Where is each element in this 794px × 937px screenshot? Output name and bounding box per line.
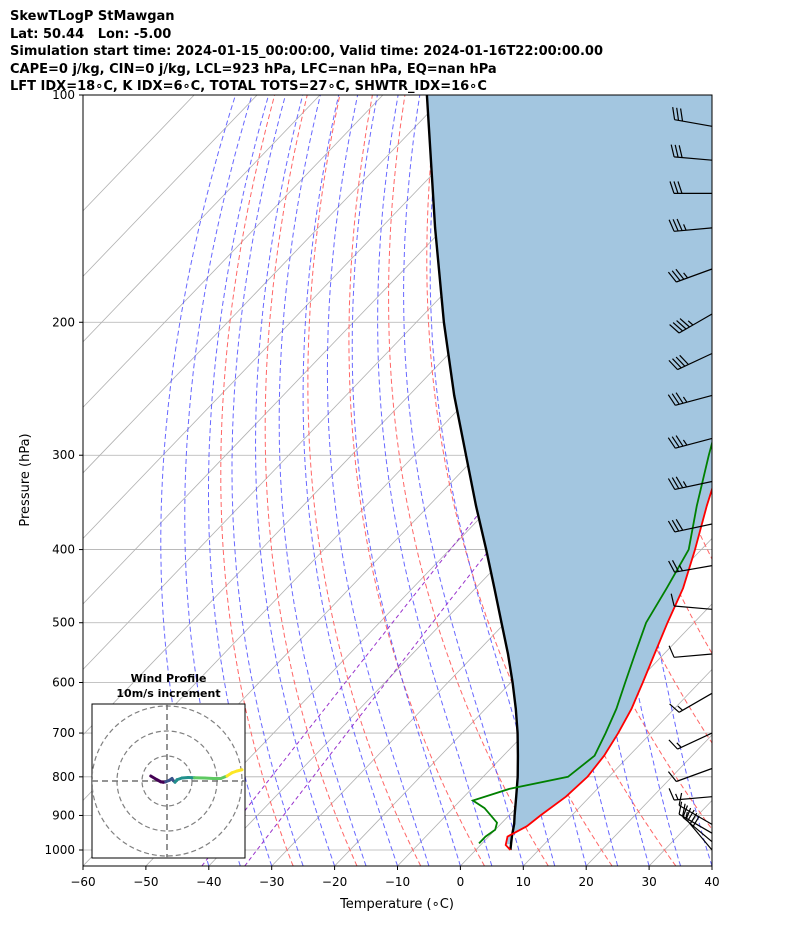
wind-barb [669, 313, 713, 334]
wind-barb [682, 805, 713, 843]
y-axis-label: Pressure (hPa) [18, 433, 33, 526]
moist-adiabat [160, 95, 236, 866]
wind-barb [668, 352, 713, 371]
moist-adiabat [208, 95, 273, 866]
x-tick-label: −20 [322, 875, 347, 889]
wind-barb [668, 218, 713, 232]
moist-adiabat [377, 95, 493, 866]
x-tick-label: 20 [579, 875, 594, 889]
isotherm-40 [711, 865, 712, 866]
moist-adiabat [302, 95, 398, 866]
x-tick-label: 40 [704, 875, 719, 889]
dewpoint-profile-line [470, 439, 712, 845]
y-tick-label: 100 [52, 88, 75, 102]
hodograph-trace-segment [235, 768, 244, 773]
wind-barb [667, 476, 713, 490]
title-line-cape: CAPE=0 j/kg, CIN=0 j/kg, LCL=923 hPa, LF… [10, 61, 497, 77]
y-tick-label: 200 [52, 315, 75, 329]
isotherm--120 [83, 95, 447, 474]
y-tick-label: 400 [52, 543, 75, 557]
wind-barb [667, 435, 713, 449]
dry-adiabat [220, 95, 294, 866]
moist-adiabat [403, 95, 524, 866]
y-tick-label: 700 [52, 726, 75, 740]
dry-adiabat [348, 95, 485, 866]
wind-barb [668, 645, 713, 658]
cape-cin-shading [426, 95, 712, 845]
wind-barb [687, 809, 713, 851]
title-line-location: Lat: 50.44 Lon: -5.00 [10, 26, 172, 42]
isotherm--150 [83, 95, 258, 277]
x-tick-label: 0 [457, 875, 465, 889]
dry-adiabat [731, 95, 794, 866]
isotherm-20 [585, 734, 712, 866]
wind-barb [669, 181, 712, 194]
moist-adiabat [254, 95, 336, 866]
title-line-station: SkewTLogP StMawgan [10, 9, 175, 24]
sounding-profiles [425, 95, 712, 851]
y-tick-label: 300 [52, 448, 75, 462]
wind-barb [668, 560, 713, 573]
wind-barb [670, 593, 713, 610]
isotherm--140 [83, 95, 321, 343]
moist-adiabat [429, 95, 556, 866]
parcel-profile-line [425, 95, 520, 851]
cin-region [426, 95, 712, 845]
wind-barb [678, 801, 713, 834]
wind-barb [667, 392, 713, 406]
x-axis-label: Temperature (∘C) [339, 897, 454, 912]
wind-barb [668, 788, 713, 801]
x-tick-label: 30 [641, 875, 656, 889]
wind-barbs [667, 107, 713, 851]
hodograph-plot [92, 704, 245, 858]
x-tick-label: −30 [259, 875, 284, 889]
hodograph-title: Wind Profile [131, 672, 207, 685]
x-tick-label: −50 [133, 875, 158, 889]
dry-adiabat [307, 95, 422, 866]
wind-barb [672, 107, 713, 127]
temperature-profile-line [504, 486, 712, 851]
dry-adiabat [763, 95, 794, 866]
axis-ticks: −60 −50 −40 −30 −20 −10 0 10 20 30 40 100 200 300 400 5… [44, 88, 719, 889]
wind-barb [670, 144, 713, 161]
moist-adiabat [231, 95, 304, 866]
moist-adiabat [326, 95, 430, 866]
x-tick-label: −10 [385, 875, 410, 889]
isotherm--130 [83, 95, 384, 408]
dry-adiabat [264, 95, 358, 866]
moist-adiabat [351, 95, 461, 866]
chart-title: SkewTLogP StMawgan Lat: 50.44 Lon: -5.00… [10, 8, 603, 96]
dry-adiabat [426, 95, 613, 866]
wind-barb [667, 518, 713, 533]
y-tick-label: 500 [52, 616, 75, 630]
moist-adiabat [184, 95, 253, 866]
x-tick-label: 10 [516, 875, 531, 889]
wind-barb [668, 732, 713, 750]
isotherm-10 [523, 668, 712, 866]
y-tick-label: 600 [52, 676, 75, 690]
wind-barb [669, 692, 713, 713]
dry-adiabat [697, 95, 712, 193]
wind-barb [667, 767, 713, 783]
title-line-times: Simulation start time: 2024-01-15_00:00:… [10, 44, 603, 60]
y-tick-label: 1000 [44, 843, 75, 857]
title-line-indices: LFT IDX=18∘C, K IDX=6∘C, TOTAL TOTS=27∘C… [10, 79, 487, 95]
x-tick-label: −60 [70, 875, 95, 889]
wind-barb [667, 268, 713, 283]
moist-adiabat [278, 95, 367, 866]
isotherm--110 [83, 95, 509, 539]
x-tick-label: −40 [196, 875, 221, 889]
hodograph-inset: Wind Profile 10m/s increment [91, 672, 246, 859]
hodograph-subtitle: 10m/s increment [116, 687, 220, 700]
y-tick-label: 800 [52, 770, 75, 784]
dry-adiabat [388, 95, 549, 866]
y-tick-label: 900 [52, 808, 75, 822]
